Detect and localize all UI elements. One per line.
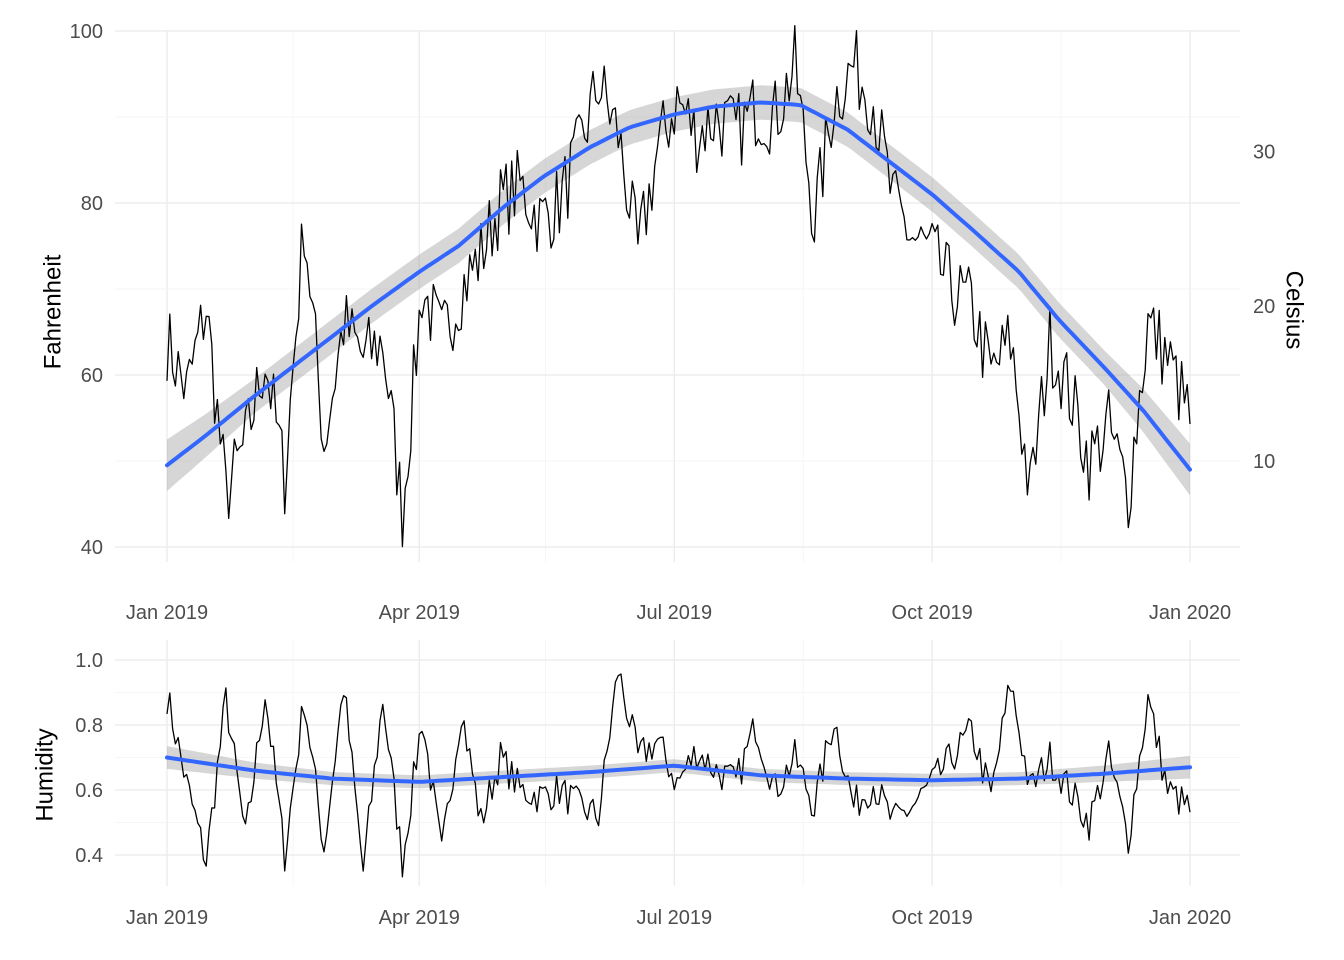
y-tick-label: 60 [81, 365, 103, 387]
x-tick-label: Apr 2019 [379, 602, 460, 624]
fahrenheit-axis-title: Fahrenheit [39, 254, 66, 369]
x-tick-label: Jan 2019 [126, 907, 208, 929]
celsius-axis-title: Celsius [1281, 271, 1308, 350]
celsius-tick-label: 30 [1253, 141, 1275, 163]
x-tick-label: Oct 2019 [892, 602, 973, 624]
humidity-daily-line [166, 673, 1191, 878]
x-tick-label: Jan 2020 [1149, 907, 1231, 929]
x-tick-label: Jan 2019 [126, 602, 208, 624]
y-tick-label: 40 [81, 537, 103, 559]
humidity-smooth-line [165, 755, 1192, 784]
celsius-tick-label: 20 [1253, 296, 1275, 318]
celsius-tick-labels: 10 20 30 [1253, 141, 1275, 473]
y-tick-label: 0.4 [75, 845, 103, 867]
temperature-confidence-band [167, 85, 1190, 496]
x-tick-label: Jan 2020 [1149, 602, 1231, 624]
y-tick-label: 100 [70, 21, 103, 43]
temperature-x-tick-labels: Jan 2019 Apr 2019 Jul 2019 Oct 2019 Jan 2020 [126, 602, 1231, 624]
y-tick-label: 0.6 [75, 780, 103, 802]
x-tick-label: Apr 2019 [379, 907, 460, 929]
y-tick-label: 1.0 [75, 650, 103, 672]
fahrenheit-tick-labels: 40 60 80 100 [70, 21, 103, 559]
humidity-gridlines [115, 640, 1240, 886]
humidity-tick-labels: 0.4 0.6 0.8 1.0 [75, 650, 103, 867]
celsius-tick-label: 10 [1253, 451, 1275, 473]
temperature-daily-line [166, 24, 1191, 548]
humidity-panel: 0.4 0.6 0.8 1.0 Jan 2019 Apr 2019 Jul 2019 Oct… [31, 640, 1240, 929]
humidity-x-tick-labels: Jan 2019 Apr 2019 Jul 2019 Oct 2019 Jan 2020 [126, 907, 1231, 929]
humidity-axis-title: Humidity [31, 728, 58, 821]
x-tick-label: Jul 2019 [636, 907, 712, 929]
x-tick-label: Jul 2019 [636, 602, 712, 624]
y-tick-label: 0.8 [75, 715, 103, 737]
temperature-panel: 40 60 80 100 10 20 30 Jan 2019 Apr 2019 Jul 201… [39, 21, 1307, 624]
temperature-smooth-line [165, 100, 1192, 472]
y-tick-label: 80 [81, 193, 103, 215]
x-tick-label: Oct 2019 [892, 907, 973, 929]
